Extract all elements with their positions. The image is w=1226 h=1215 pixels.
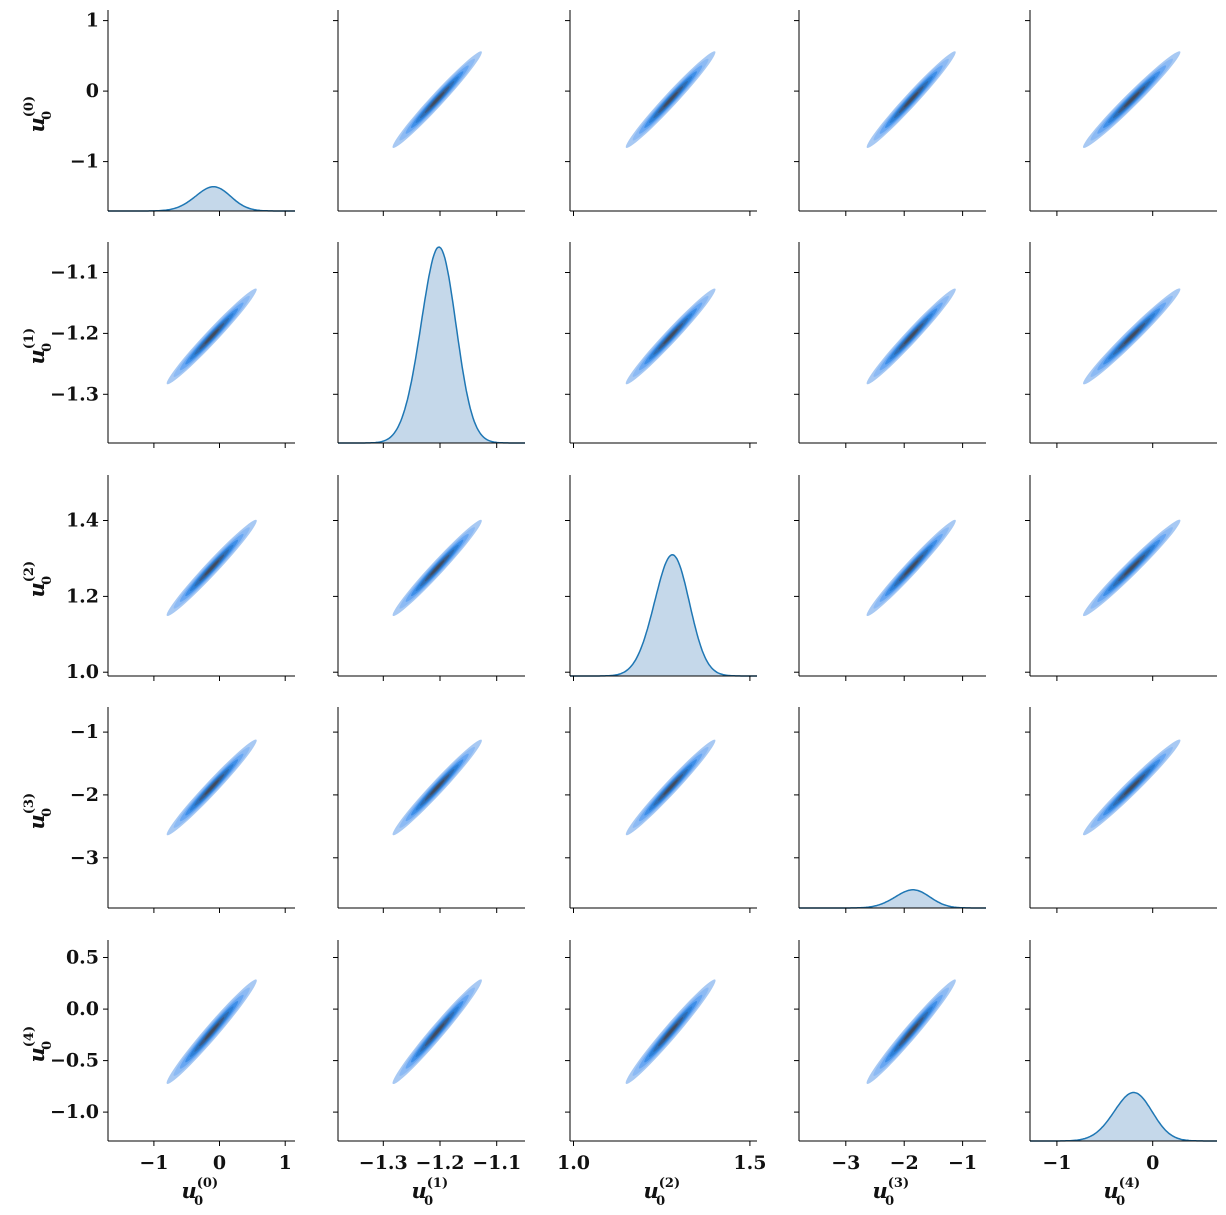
x-tick-label: −2 (890, 1152, 919, 1174)
x-axis-label-3: u(3) 0 (873, 1176, 910, 1209)
panel-r2-c2 (565, 475, 757, 681)
y-tick-label: −1.2 (50, 322, 99, 344)
axis-label: u(1) 0 (22, 328, 55, 365)
contour-level-7 (430, 91, 445, 108)
axis-label: u(1) 0 (412, 1176, 449, 1209)
contour-level-7 (204, 1023, 219, 1041)
y-axis-label-3: u(3) 0 (22, 793, 55, 830)
x-tick-label: 1.0 (557, 1152, 590, 1174)
panel-r2-c3 (794, 475, 986, 681)
kde-fill-4 (1030, 1092, 1217, 1141)
x-tick-label: 0 (213, 1152, 226, 1174)
panel-r0-c3 (794, 10, 986, 216)
panel-r4-c4: −1 0 (1025, 940, 1217, 1174)
panel-r4-c2: 1.0 1.5 (557, 940, 766, 1174)
y-tick-label: 1 (86, 10, 99, 32)
y-axis-label-4: u(4) 0 (22, 1026, 55, 1063)
y-tick-label: 0.5 (66, 947, 99, 969)
panel-r1-c0: −1.1 −1.2 −1.3 (50, 242, 295, 448)
contour-level-7 (204, 328, 219, 345)
axis-label: u(3) 0 (22, 793, 55, 830)
contour-level-7 (904, 1023, 919, 1041)
kde-fill-2 (570, 554, 757, 676)
panel-r3-c1 (333, 707, 525, 913)
panel-r0-c0: 1 0 −1 (70, 10, 295, 216)
axis-label: u(0) 0 (182, 1176, 219, 1209)
axis-label: u(3) 0 (873, 1176, 910, 1209)
panel-r0-c2 (565, 10, 757, 216)
x-tick-label: 1.5 (733, 1152, 766, 1174)
y-tick-label: 1.2 (66, 585, 99, 607)
panel-r1-c3 (794, 242, 986, 448)
panel-r3-c3 (794, 707, 986, 913)
x-tick-label: −1.3 (359, 1152, 408, 1174)
panel-r1-c4 (1025, 242, 1217, 448)
x-tick-label: −1 (1042, 1152, 1071, 1174)
contour-level-7 (430, 1023, 445, 1041)
contour-level-7 (904, 560, 919, 576)
contour-level-7 (204, 779, 219, 796)
contour-level-7 (204, 560, 219, 576)
axis-label: u(2) 0 (644, 1176, 681, 1209)
y-tick-label: 0 (86, 80, 99, 102)
y-axis-label-1: u(1) 0 (22, 328, 55, 365)
panel-r2-c1 (333, 475, 525, 681)
y-tick-label: −3 (70, 847, 99, 869)
contour-level-7 (1123, 560, 1140, 576)
contour-level-7 (1123, 91, 1140, 108)
panel-r4-c3: −1 −2 −3 (794, 940, 986, 1174)
contour-level-7 (429, 779, 445, 796)
x-tick-label: −3 (831, 1152, 860, 1174)
y-axis-label-2: u(2) 0 (22, 561, 55, 598)
kde-fill-1 (338, 247, 525, 443)
kde-fill-0 (108, 186, 295, 211)
y-tick-label: 1.4 (66, 510, 99, 532)
axis-label: u(4) 0 (1104, 1176, 1141, 1209)
contour-level-7 (663, 91, 678, 108)
x-axis-label-2: u(2) 0 (644, 1176, 681, 1209)
contour-level-7 (663, 1023, 678, 1041)
panel-r3-c4 (1025, 707, 1217, 913)
axis-label: u(0) 0 (22, 96, 55, 133)
panel-r4-c0: 0.5 0.0 −0.5 −1.0 1 0 −1 (50, 940, 295, 1174)
panel-r3-c0: −1 −2 −3 (70, 707, 295, 913)
x-tick-label: −1.2 (416, 1152, 465, 1174)
y-tick-label: −1 (70, 151, 99, 173)
y-tick-label: 1.0 (66, 661, 99, 683)
panel-r0-c4 (1025, 10, 1217, 216)
contour-level-7 (663, 779, 678, 796)
contour-level-7 (430, 560, 445, 576)
y-tick-label: −1.1 (50, 262, 99, 284)
panel-r1-c2 (565, 242, 757, 448)
panel-r1-c1 (333, 242, 525, 448)
x-axis-label-1: u(1) 0 (412, 1176, 449, 1209)
panel-r2-c0: 1.4 1.2 1.0 (66, 475, 295, 683)
y-tick-label: −1.3 (50, 383, 99, 405)
y-axis-label-0: u(0) 0 (22, 96, 55, 133)
contour-level-7 (663, 328, 678, 345)
y-tick-label: 0.0 (66, 998, 99, 1020)
x-tick-label: 1 (279, 1152, 292, 1174)
panel-r0-c1 (333, 10, 525, 216)
contour-level-7 (904, 91, 919, 108)
panel-r2-c4 (1025, 475, 1217, 681)
x-tick-label: −1 (139, 1152, 168, 1174)
x-tick-label: 0 (1146, 1152, 1159, 1174)
axis-label: u(4) 0 (22, 1026, 55, 1063)
x-axis-label-0: u(0) 0 (182, 1176, 219, 1209)
y-tick-label: −0.5 (50, 1050, 99, 1072)
x-axis-label-4: u(4) 0 (1104, 1176, 1141, 1209)
x-tick-label: −1.1 (472, 1152, 521, 1174)
y-tick-label: −2 (70, 784, 99, 806)
panel-r4-c1: −1.1 −1.2 −1.3 (333, 940, 525, 1174)
axis-label: u(2) 0 (22, 561, 55, 598)
panel-r3-c2 (565, 707, 757, 913)
contour-level-7 (1123, 328, 1140, 345)
x-tick-label: −1 (948, 1152, 977, 1174)
contour-level-7 (903, 328, 919, 345)
y-tick-label: −1 (70, 721, 99, 743)
contour-level-7 (1123, 779, 1140, 796)
y-tick-label: −1.0 (50, 1101, 99, 1123)
